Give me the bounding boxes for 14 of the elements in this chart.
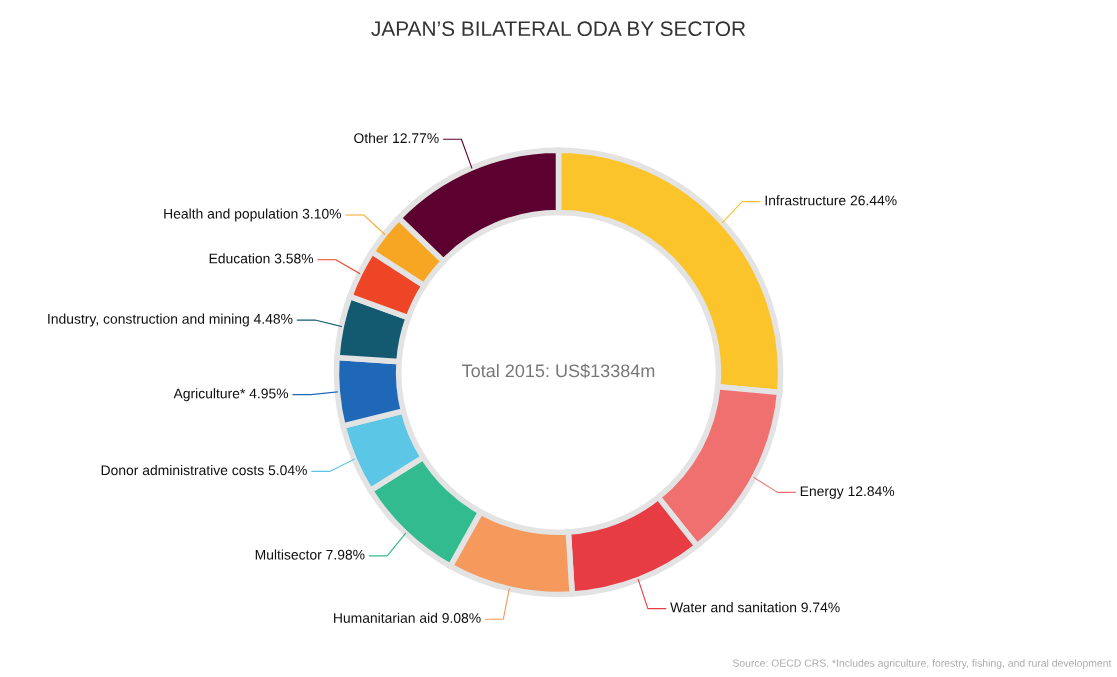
slice-label: Education 3.58% [209,253,314,264]
slice-label: Donor administrative costs 5.04% [101,464,307,476]
slice-label: Multisector 7.98% [255,549,365,560]
chart-title: JAPAN’S BILATERAL ODA BY SECTOR [371,21,746,37]
slice-label: Infrastructure 26.44% [765,195,897,206]
slice-label: Agriculture* 4.95% [173,388,289,402]
slice-label: Water and sanitation 9.74% [670,602,840,613]
text: Total 2015: US$13384m [462,363,655,379]
source-note: Source: OECD CRS. *Includes agriculture, forestry, fishing, and rural development [732,659,1112,669]
slice-label: Industry, construction and mining 4.48% [48,313,293,327]
slice-label: Energy 12.84% [800,486,895,499]
slice-label: Health and population 3.10% [164,208,342,222]
slice-label: Humanitarian aid 9.08% [334,612,481,623]
slice-label: Other 12.77% [354,132,439,144]
